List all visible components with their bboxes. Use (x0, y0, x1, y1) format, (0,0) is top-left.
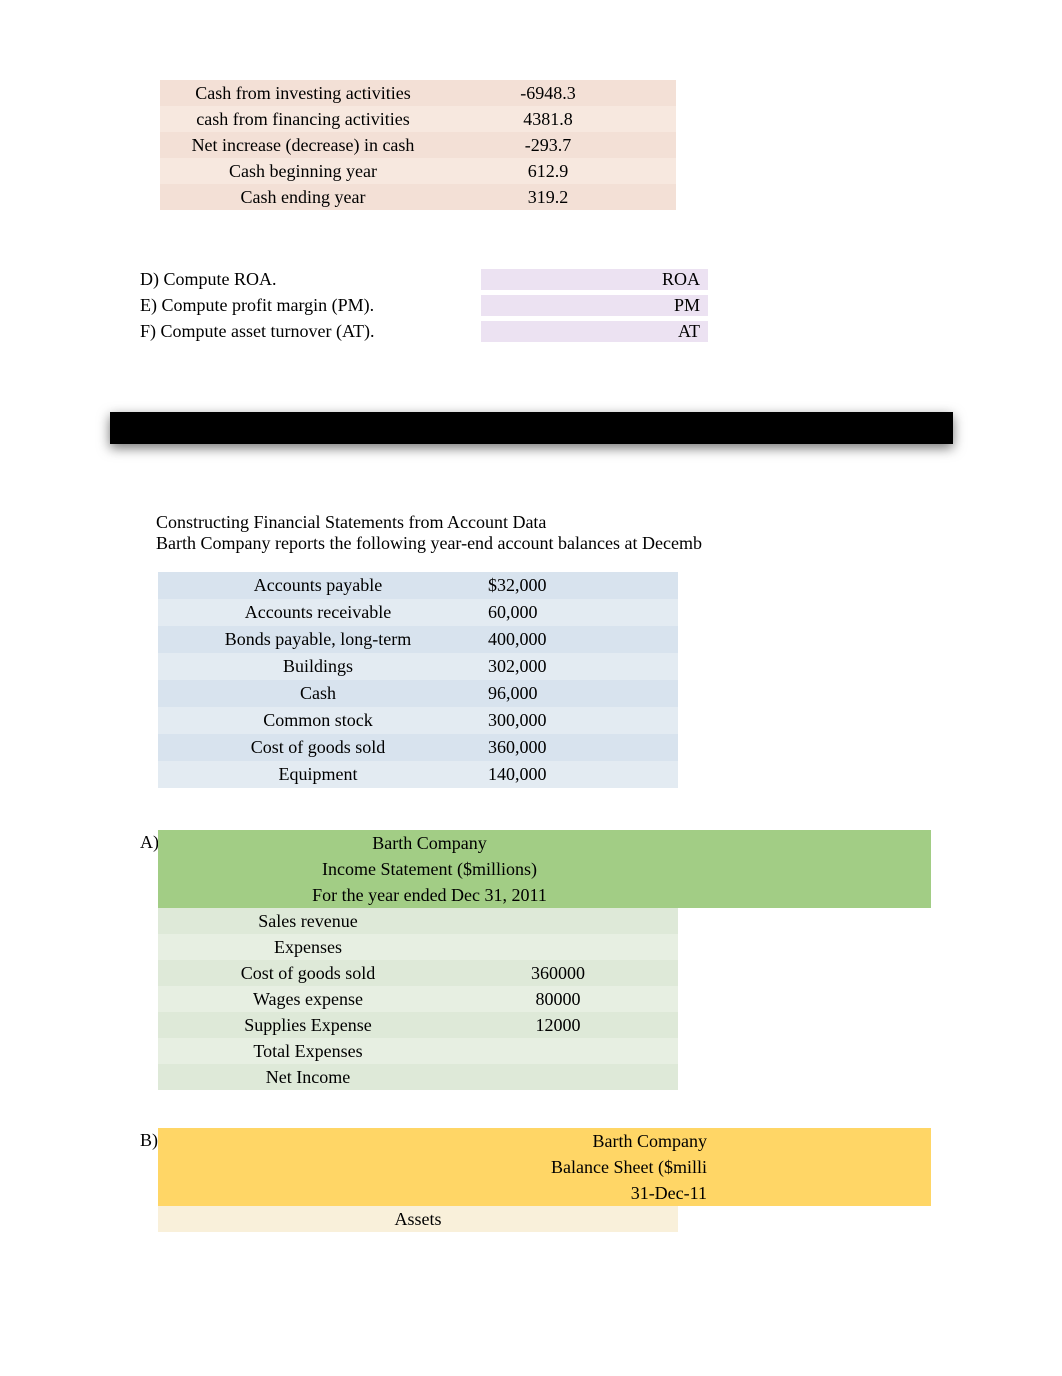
table-row: Supplies Expense 12000 (158, 1012, 678, 1038)
row-value: 400,000 (478, 629, 658, 650)
accounts-table: Accounts payable $32,000 Accounts receiv… (158, 572, 678, 788)
row-value: 4381.8 (458, 109, 638, 130)
table-row: Accounts payable $32,000 (158, 572, 678, 599)
row-label: Sales revenue (158, 911, 458, 932)
table-row: Bonds payable, long-term 400,000 (158, 626, 678, 653)
table-row: Wages expense 80000 (158, 986, 678, 1012)
row-label: Bonds payable, long-term (158, 629, 478, 650)
row-value: 360,000 (478, 737, 658, 758)
row-value: -293.7 (458, 135, 638, 156)
table-row: Common stock 300,000 (158, 707, 678, 734)
section-letter: B) (140, 1128, 158, 1232)
ratio-label: ROA (480, 269, 708, 290)
row-label: Total Expenses (158, 1041, 458, 1062)
table-row: Total Expenses (158, 1038, 678, 1064)
ratio-question: D) Compute ROA. (140, 269, 480, 290)
ratio-label: AT (480, 321, 708, 342)
row-label: Cash ending year (158, 187, 458, 208)
intro-line2: Barth Company reports the following year… (156, 533, 1062, 554)
row-value: -6948.3 (458, 83, 638, 104)
table-row: Expenses (158, 934, 678, 960)
table-row: Sales revenue (158, 908, 678, 934)
ratio-row: E) Compute profit margin (PM). PM (140, 292, 708, 318)
row-label: Buildings (158, 656, 478, 677)
section-letter: A) (140, 830, 158, 1090)
row-label: Expenses (158, 937, 458, 958)
table-row: Cash ending year 319.2 (158, 184, 678, 210)
ratio-row: D) Compute ROA. ROA (140, 266, 708, 292)
row-value: $32,000 (478, 575, 658, 596)
row-label: Net increase (decrease) in cash (158, 135, 458, 156)
row-value: 12000 (458, 1015, 658, 1036)
table-row: Buildings 302,000 (158, 653, 678, 680)
row-label: Accounts receivable (158, 602, 478, 623)
table-row: Net increase (decrease) in cash -293.7 (158, 132, 678, 158)
ratio-label: PM (480, 295, 708, 316)
row-label: Common stock (158, 710, 478, 731)
ratio-block: D) Compute ROA. ROA E) Compute profit ma… (140, 266, 708, 344)
row-value: 319.2 (458, 187, 638, 208)
table-row: Cost of goods sold 360000 (158, 960, 678, 986)
statement-date: 31-Dec-11 (158, 1180, 931, 1206)
income-statement-section: A) Barth Company Income Statement ($mill… (140, 830, 1062, 1090)
intro-text: Constructing Financial Statements from A… (156, 512, 1062, 554)
row-label: Net Income (158, 1067, 458, 1088)
row-label: Accounts payable (158, 575, 478, 596)
ratio-row: F) Compute asset turnover (AT). AT (140, 318, 708, 344)
row-value: 140,000 (478, 764, 658, 785)
intro-line1: Constructing Financial Statements from A… (156, 512, 1062, 533)
table-row: Cost of goods sold 360,000 (158, 734, 678, 761)
row-value: 360000 (458, 963, 658, 984)
assets-label: Assets (158, 1206, 678, 1232)
divider-bar (110, 412, 953, 444)
balance-sheet-section: B) Barth Company Balance Sheet ($milli 3… (140, 1128, 1062, 1232)
row-label: Cash (158, 683, 478, 704)
row-value: 80000 (458, 989, 658, 1010)
table-row: Cash 96,000 (158, 680, 678, 707)
cashflow-table: Cash from investing activities -6948.3 c… (158, 80, 678, 210)
row-value: 96,000 (478, 683, 658, 704)
balance-sheet-wrapper: Barth Company Balance Sheet ($milli 31-D… (158, 1128, 931, 1232)
table-row: Net Income (158, 1064, 678, 1090)
row-label: Wages expense (158, 989, 458, 1010)
statement-period: For the year ended Dec 31, 2011 (158, 882, 931, 908)
table-row: Equipment 140,000 (158, 761, 678, 788)
row-label: Cost of goods sold (158, 737, 478, 758)
row-label: cash from financing activities (158, 109, 458, 130)
ratio-question: F) Compute asset turnover (AT). (140, 321, 480, 342)
row-value: 60,000 (478, 602, 658, 623)
company-title: Barth Company (158, 1128, 931, 1154)
row-label: Supplies Expense (158, 1015, 458, 1036)
row-value: 302,000 (478, 656, 658, 677)
table-row: Cash from investing activities -6948.3 (158, 80, 678, 106)
income-statement-wrapper: Barth Company Income Statement ($million… (158, 830, 931, 1090)
row-label: Cash beginning year (158, 161, 458, 182)
income-statement-body: Sales revenue Expenses Cost of goods sol… (158, 908, 678, 1090)
table-row: cash from financing activities 4381.8 (158, 106, 678, 132)
table-row: Accounts receivable 60,000 (158, 599, 678, 626)
company-title: Barth Company (158, 830, 931, 856)
ratio-question: E) Compute profit margin (PM). (140, 295, 480, 316)
table-row: Cash beginning year 612.9 (158, 158, 678, 184)
balance-sheet-header: Barth Company Balance Sheet ($milli 31-D… (158, 1128, 931, 1206)
page-container: Cash from investing activities -6948.3 c… (0, 0, 1062, 1292)
row-label: Cash from investing activities (158, 83, 458, 104)
statement-subtitle: Income Statement ($millions) (158, 856, 931, 882)
statement-subtitle: Balance Sheet ($milli (158, 1154, 931, 1180)
row-value: 300,000 (478, 710, 658, 731)
row-label: Cost of goods sold (158, 963, 458, 984)
income-statement-header: Barth Company Income Statement ($million… (158, 830, 931, 908)
row-label: Equipment (158, 764, 478, 785)
row-value: 612.9 (458, 161, 638, 182)
